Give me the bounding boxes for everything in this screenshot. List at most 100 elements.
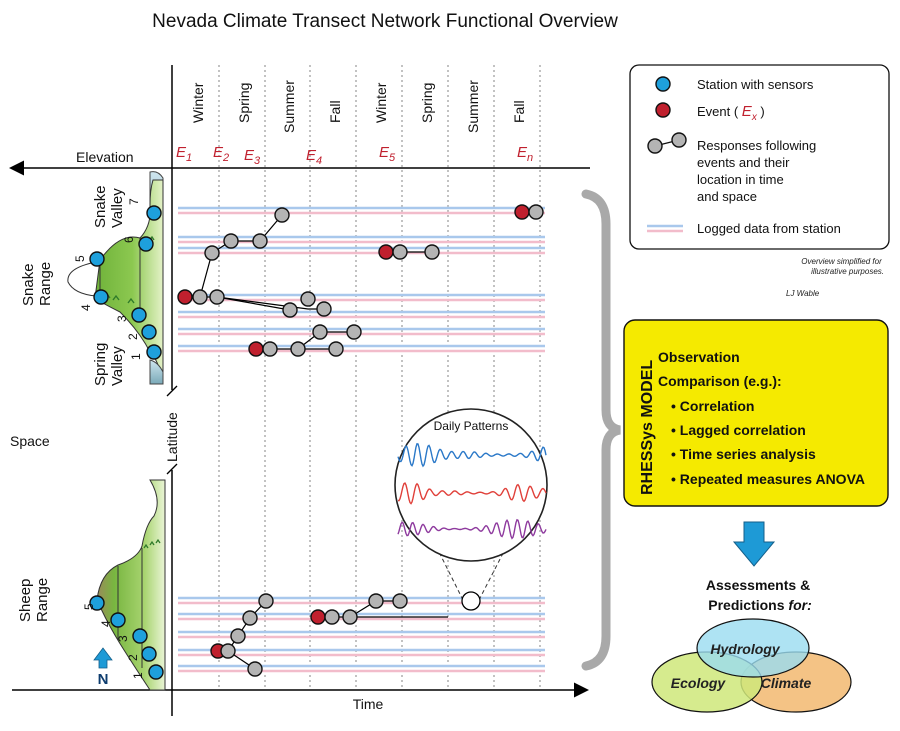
response-node (392, 244, 408, 260)
station-3 (131, 307, 147, 323)
event-node (310, 609, 326, 625)
season-labels: Winter Spring Summer Fall Winter Spring … (190, 80, 527, 133)
event-node (177, 289, 193, 305)
response-node (247, 661, 263, 677)
page-title: Nevada Climate Transect Network Function… (152, 11, 618, 32)
assessments-heading: Assessments & Predictions for: (706, 577, 814, 613)
season-label: Fall (511, 100, 527, 123)
response-node (528, 204, 544, 220)
response-node (242, 610, 258, 626)
response-node (282, 302, 298, 318)
response-chain (216, 296, 291, 311)
station-number: 4 (99, 620, 113, 627)
response-node (262, 341, 278, 357)
sheep-station-4 (110, 612, 126, 628)
model-bullet: • Correlation (671, 398, 754, 414)
event-label-e1: E1 (176, 144, 192, 164)
station-1 (146, 344, 162, 360)
legend-event-text: Event ( Ex ) (697, 103, 765, 123)
venn-climate-label: Climate (761, 675, 812, 691)
response-node (252, 233, 268, 249)
zoom-target (461, 591, 481, 611)
response-node (274, 207, 290, 223)
sheep-station-5 (89, 595, 105, 611)
legend-response-icon (647, 138, 663, 154)
trace-red (397, 482, 547, 505)
station-number: 7 (127, 198, 141, 205)
season-label: Spring (419, 83, 435, 123)
station-6 (138, 236, 154, 252)
legend-logged-text: Logged data from station (697, 221, 841, 236)
north-arrow-icon: N (93, 647, 113, 688)
response-node (346, 324, 362, 340)
logged-data-lines (178, 206, 545, 673)
snake-valley-label: SnakeValley (92, 185, 126, 228)
spring-valley-label: SpringValley (92, 343, 126, 386)
sheep-station-2 (141, 646, 157, 662)
legend-station-icon (655, 76, 671, 92)
nodes (89, 204, 544, 680)
station-number: 1 (129, 353, 143, 360)
response-node (312, 324, 328, 340)
trace-blue (397, 443, 547, 468)
station-number: 2 (126, 654, 140, 661)
brace-icon (581, 189, 621, 671)
response-node (230, 628, 246, 644)
response-node (258, 593, 274, 609)
station-numbers: 7 6 5 4 3 2 1 5 4 3 2 1 (73, 198, 145, 679)
season-label: Summer (281, 80, 297, 133)
response-node (342, 609, 358, 625)
event-node (378, 244, 394, 260)
response-node (424, 244, 440, 260)
station-7 (146, 205, 162, 221)
response-chain (218, 600, 267, 652)
venn-hydrology (696, 618, 810, 678)
vegetation-marks (143, 538, 161, 549)
venn-ecology-label: Ecology (671, 675, 727, 691)
response-node (204, 245, 220, 261)
response-node (220, 643, 236, 659)
elevation-axis-label: Elevation (76, 149, 134, 165)
model-name: RHESSys MODEL (639, 360, 656, 495)
season-label: Summer (465, 80, 481, 133)
event-label-e2: E2 (213, 144, 229, 164)
season-label: Winter (190, 82, 206, 123)
down-arrow-icon (732, 521, 776, 567)
snake-peak-profile (67, 261, 97, 297)
space-axis-label: Space (10, 433, 50, 449)
daily-patterns-label: Daily Patterns (434, 419, 509, 433)
station-number: 4 (79, 304, 93, 311)
sheep-mountain (96, 479, 166, 691)
event-label-e5: E5 (379, 144, 396, 164)
legend-box (629, 64, 890, 250)
event-node (514, 204, 530, 220)
legend: Station with sensors Event ( Ex ) Respon… (629, 64, 890, 250)
venn-labels: Hydrology Ecology Climate (671, 641, 812, 691)
legend-station-text: Station with sensors (697, 77, 814, 92)
lens-circle (394, 408, 548, 562)
region-labels: SnakeRange SnakeValley SpringValley Shee… (17, 185, 126, 622)
season-label: Spring (236, 83, 252, 123)
station-number: 6 (122, 236, 136, 243)
model-observation: Observation (658, 349, 740, 365)
response-node (209, 289, 225, 305)
station-number: 3 (116, 635, 130, 642)
author-credit: LJ Wable (786, 289, 820, 298)
north-label: N (98, 671, 109, 688)
model-bullet: • Repeated measures ANOVA (671, 471, 865, 487)
event-node (248, 341, 264, 357)
response-chain (200, 296, 324, 310)
response-node (290, 341, 306, 357)
season-label: Winter (373, 82, 389, 123)
daily-patterns-lens: Daily Patterns (394, 408, 548, 562)
station-5 (89, 251, 105, 267)
response-node (223, 233, 239, 249)
time-axis-label: Time (353, 696, 384, 712)
model-bullet: • Time series analysis (671, 446, 816, 462)
axis-break-mark (166, 463, 178, 475)
event-label-e4: E4 (306, 147, 322, 167)
response-node (316, 301, 332, 317)
station-number: 3 (115, 315, 129, 322)
response-node (300, 291, 316, 307)
